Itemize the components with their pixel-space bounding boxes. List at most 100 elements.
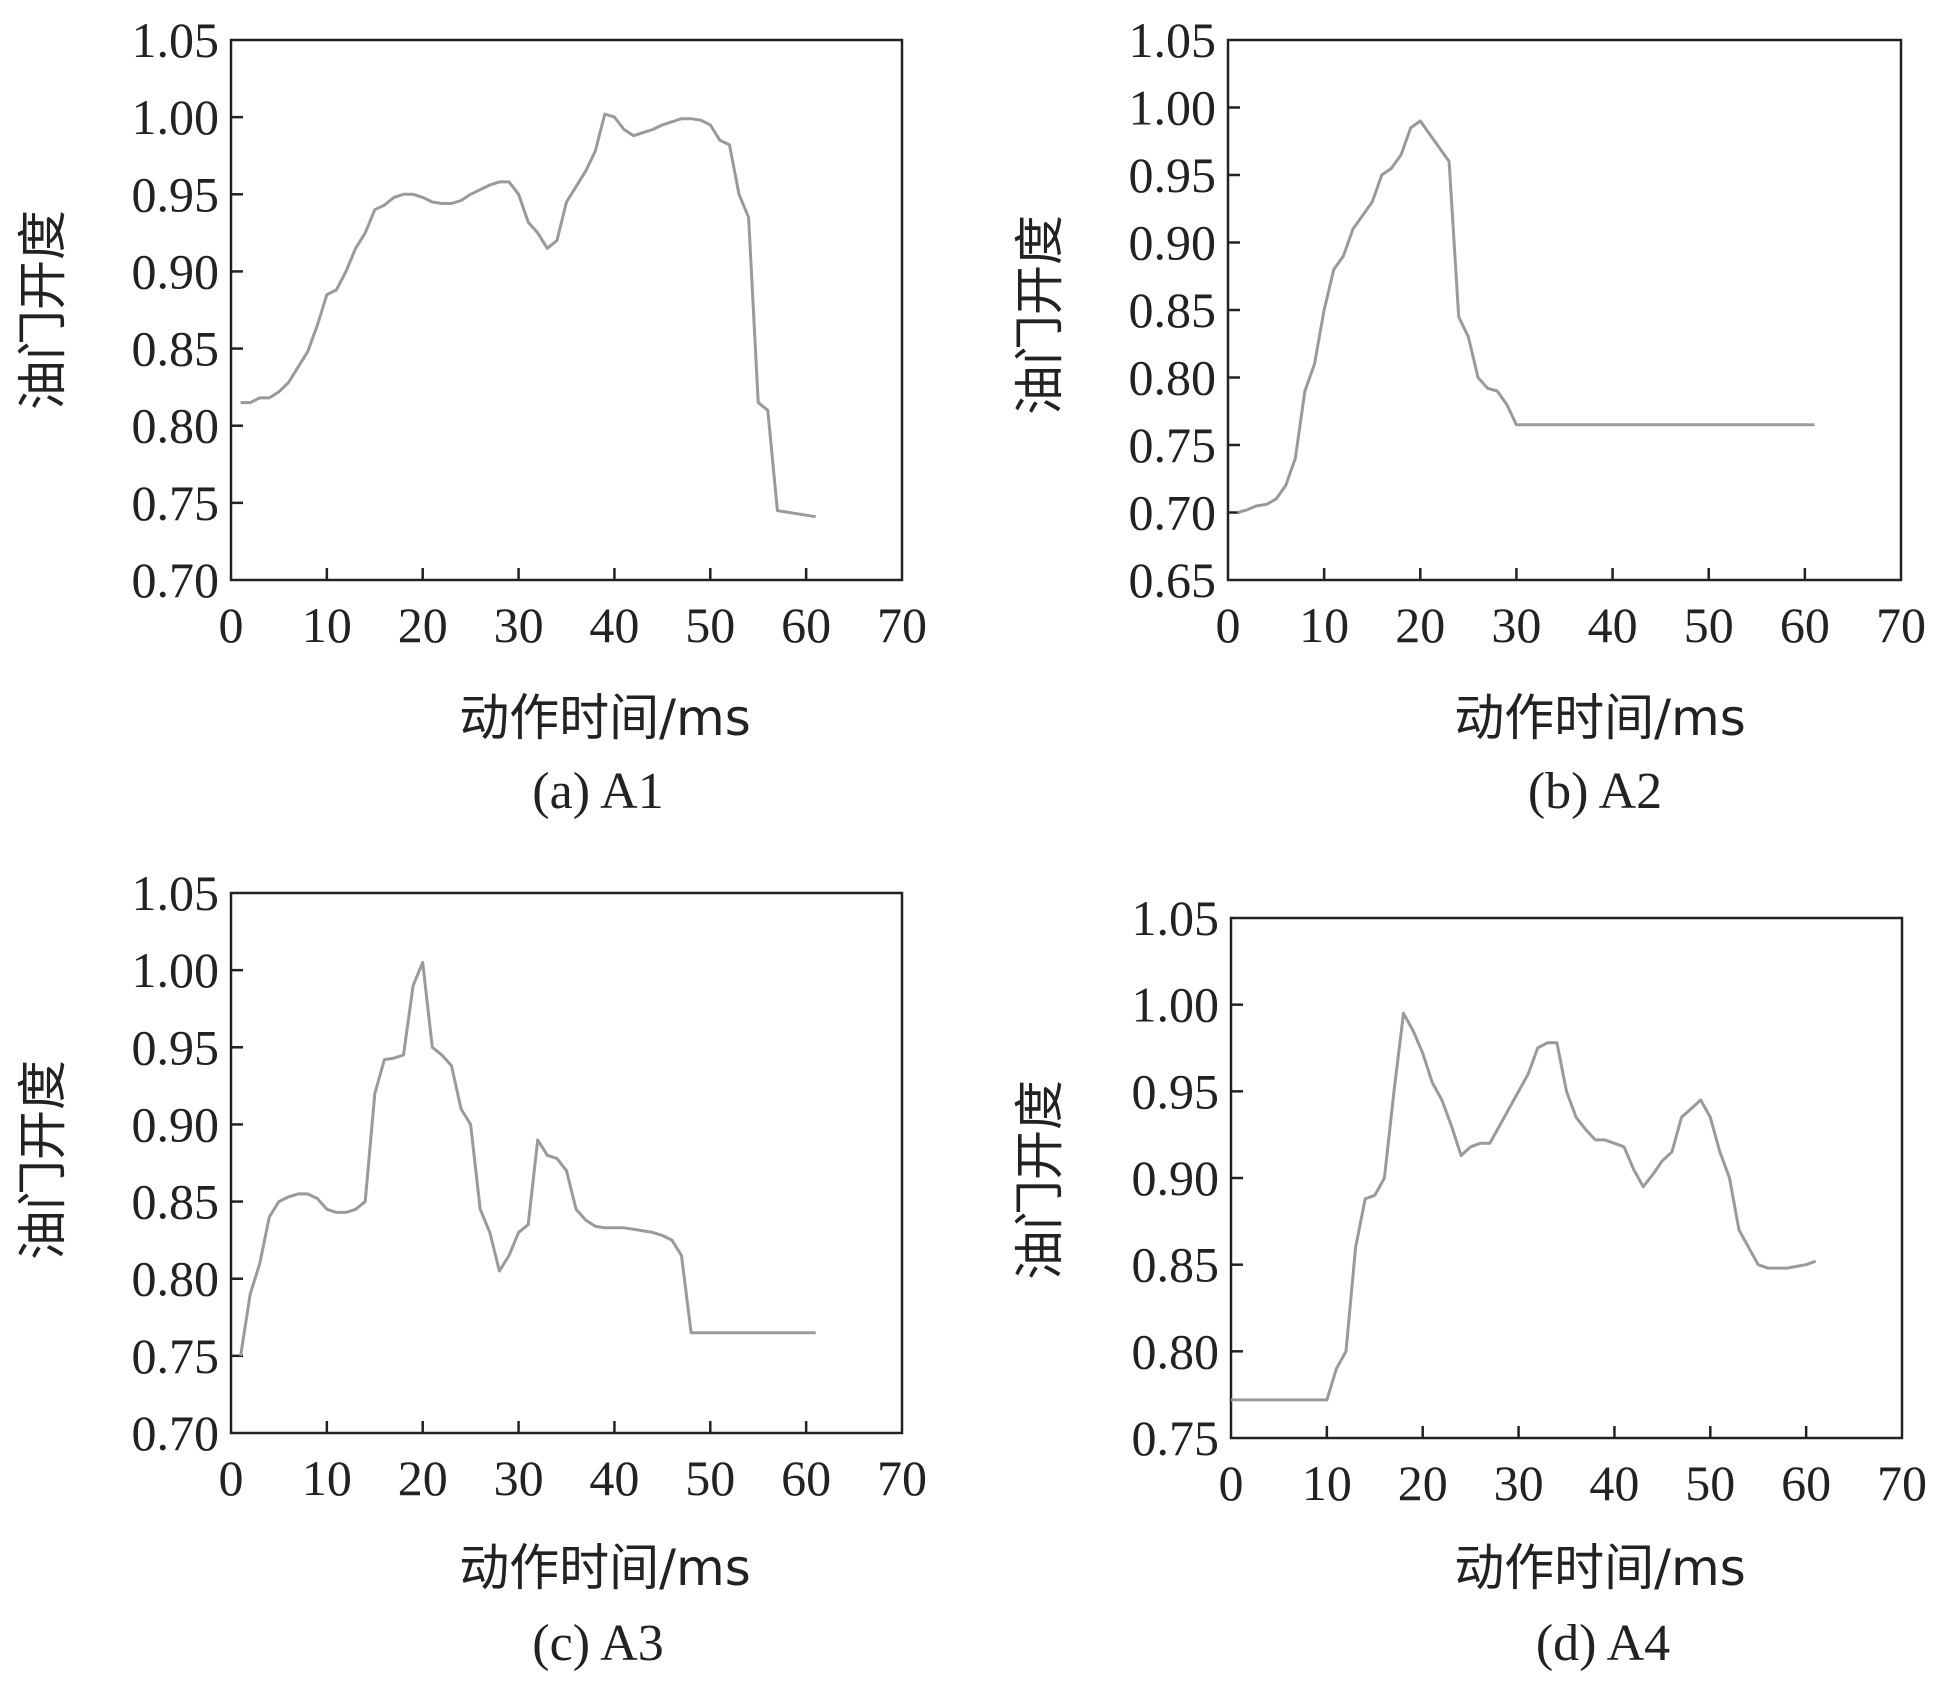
panel-a-ytick-label-2: 0.80 — [132, 398, 220, 454]
panel-d-ytick-label-6: 1.05 — [1132, 890, 1220, 946]
panel-c-xtick-label-1: 10 — [302, 1450, 352, 1506]
panel-b-xtick-label-2: 20 — [1395, 597, 1445, 653]
panel-a-ytick-label-3: 0.85 — [132, 321, 220, 377]
panel-c-ytick-label-7: 1.05 — [132, 865, 220, 921]
panel-d-xtick-label-1: 10 — [1302, 1455, 1352, 1511]
panel-d-xtick-label-4: 40 — [1589, 1455, 1639, 1511]
panel-b-series — [1237, 119, 1815, 514]
panel-a-xtick-label-3: 30 — [494, 597, 544, 653]
panel-b-series-line-0 — [1237, 119, 1815, 514]
panel-c-caption: (c) A3 — [532, 1615, 663, 1672]
panel-c-xtick-label-2: 20 — [398, 1450, 448, 1506]
panel-d-xtick-label-5: 50 — [1685, 1455, 1735, 1511]
panel-a-xtick-label-1: 10 — [302, 597, 352, 653]
panel-b-ytick-label-1: 0.70 — [1129, 485, 1217, 541]
panel-b-xtick-label-7: 70 — [1876, 597, 1926, 653]
panel-d-xtick-label-3: 30 — [1494, 1455, 1544, 1511]
panel-d-xlabel: 动作时间/ms — [1454, 1539, 1746, 1597]
panel-a-xtick-label-6: 60 — [781, 597, 831, 653]
panel-c-xtick-label-4: 40 — [589, 1450, 639, 1506]
panel-c: 0 10 20 30 40 50 60 70 0.70 0.75 0.80 0.85 0.90 0.95… — [14, 865, 927, 1672]
panel-a-ytick-label-7: 1.05 — [132, 12, 220, 68]
panel-a-ytick-label-6: 1.00 — [132, 89, 220, 145]
panel-c-series-line-0 — [239, 960, 816, 1357]
panel-b-xlabel: 动作时间/ms — [1454, 689, 1746, 747]
panel-a-y-axis: 0.70 0.75 0.80 0.85 0.90 0.95 1.00 1.05 — [132, 12, 243, 608]
panel-b-caption: (b) A2 — [1528, 763, 1662, 820]
panel-c-ylabel: 油门开度 — [14, 1060, 72, 1260]
panel-d-ytick-label-3: 0.90 — [1132, 1150, 1220, 1206]
panel-d-ytick-label-5: 1.00 — [1132, 977, 1220, 1033]
panel-a-x-axis: 0 10 20 30 40 50 60 70 — [219, 568, 927, 653]
panel-b-ytick-label-7: 1.00 — [1129, 80, 1217, 136]
panel-b-ylabel: 油门开度 — [1011, 215, 1069, 415]
panel-c-xtick-label-7: 70 — [877, 1450, 927, 1506]
panel-d-series — [1231, 1011, 1817, 1402]
panel-b-ytick-label-5: 0.90 — [1129, 215, 1217, 271]
panel-a-plot-frame — [229, 38, 904, 582]
panel-b-xtick-label-1: 10 — [1299, 597, 1349, 653]
panel-a-series-line-0 — [240, 112, 816, 519]
panel-c-xtick-label-6: 60 — [781, 1450, 831, 1506]
panel-c-ytick-label-4: 0.90 — [132, 1096, 220, 1152]
panel-a-xtick-label-2: 20 — [398, 597, 448, 653]
panel-b-xtick-label-6: 60 — [1780, 597, 1830, 653]
panel-d-xtick-label-0: 0 — [1219, 1455, 1244, 1511]
panel-d-y-axis: 0.75 0.80 0.85 0.90 0.95 1.00 1.05 — [1132, 890, 1243, 1466]
panel-d: 0 10 20 30 40 50 60 70 0.75 0.80 0.85 0.90 0.95 1.00… — [1011, 890, 1927, 1672]
panel-d-x-axis: 0 10 20 30 40 50 60 70 — [1219, 1426, 1927, 1511]
panel-a-ytick-label-5: 0.95 — [132, 166, 220, 222]
panel-c-ytick-label-1: 0.75 — [132, 1328, 220, 1384]
panel-c-y-axis: 0.70 0.75 0.80 0.85 0.90 0.95 1.00 1.05 — [132, 865, 243, 1461]
panel-a-ytick-label-0: 0.70 — [132, 552, 220, 608]
panel-c-xtick-label-3: 30 — [494, 1450, 544, 1506]
panel-c-ytick-label-0: 0.70 — [132, 1405, 220, 1461]
panel-c-xtick-label-0: 0 — [219, 1450, 244, 1506]
panel-c-plot-frame — [229, 891, 904, 1435]
panel-c-xlabel: 动作时间/ms — [459, 1539, 751, 1597]
panel-b: 0 10 20 30 40 50 60 70 0.65 0.70 0.75 0.80 0.85 0.90… — [1011, 12, 1926, 820]
panel-a-ytick-label-4: 0.90 — [132, 243, 220, 299]
panel-a-xtick-label-0: 0 — [219, 597, 244, 653]
panel-c-ytick-label-5: 0.95 — [132, 1019, 220, 1075]
panel-a-xlabel: 动作时间/ms — [459, 689, 751, 747]
panel-b-ytick-label-4: 0.85 — [1129, 282, 1217, 338]
panel-d-series-line-0 — [1231, 1011, 1817, 1402]
panel-c-x-axis: 0 10 20 30 40 50 60 70 — [219, 1421, 927, 1506]
panel-c-xtick-label-5: 50 — [685, 1450, 735, 1506]
panel-c-ytick-label-2: 0.80 — [132, 1251, 220, 1307]
panel-d-ytick-label-0: 0.75 — [1132, 1410, 1220, 1466]
panel-d-ytick-label-2: 0.85 — [1132, 1237, 1220, 1293]
panel-d-xtick-label-6: 60 — [1781, 1455, 1831, 1511]
panel-c-series — [239, 960, 816, 1357]
panel-b-xtick-label-4: 40 — [1588, 597, 1638, 653]
panel-c-ytick-label-3: 0.85 — [132, 1174, 220, 1230]
panel-d-plot-frame — [1229, 916, 1904, 1440]
panel-b-y-axis: 0.65 0.70 0.75 0.80 0.85 0.90 0.95 1.00 1.05 — [1129, 12, 1240, 608]
panel-a-series — [240, 112, 816, 519]
panel-d-caption: (d) A4 — [1536, 1615, 1670, 1672]
panel-b-xtick-label-5: 50 — [1684, 597, 1734, 653]
panel-a-xtick-label-5: 50 — [685, 597, 735, 653]
panel-a-ylabel: 油门开度 — [14, 210, 72, 410]
panel-b-ytick-label-0: 0.65 — [1129, 552, 1217, 608]
panel-d-ytick-label-4: 0.95 — [1132, 1063, 1220, 1119]
panel-d-ylabel: 油门开度 — [1011, 1080, 1069, 1280]
panel-b-ytick-label-6: 0.95 — [1129, 147, 1217, 203]
panel-a: 0 10 20 30 40 50 60 70 0.70 0.75 0.80 0.85 0.90 0.95… — [14, 12, 927, 820]
panel-b-ytick-label-3: 0.80 — [1129, 350, 1217, 406]
panel-a-xtick-label-4: 40 — [589, 597, 639, 653]
panel-b-plot-frame — [1226, 38, 1903, 582]
panel-d-xtick-label-7: 70 — [1877, 1455, 1927, 1511]
panel-b-xtick-label-3: 30 — [1491, 597, 1541, 653]
panel-a-ytick-label-1: 0.75 — [132, 475, 220, 531]
panel-a-xtick-label-7: 70 — [877, 597, 927, 653]
panel-d-xtick-label-2: 20 — [1398, 1455, 1448, 1511]
panel-b-x-axis: 0 10 20 30 40 50 60 70 — [1216, 568, 1926, 653]
panel-d-ytick-label-1: 0.80 — [1132, 1323, 1220, 1379]
panel-a-caption: (a) A1 — [532, 763, 663, 820]
panel-c-ytick-label-6: 1.00 — [132, 942, 220, 998]
panel-b-ytick-label-2: 0.75 — [1129, 417, 1217, 473]
panel-b-ytick-label-8: 1.05 — [1129, 12, 1217, 68]
